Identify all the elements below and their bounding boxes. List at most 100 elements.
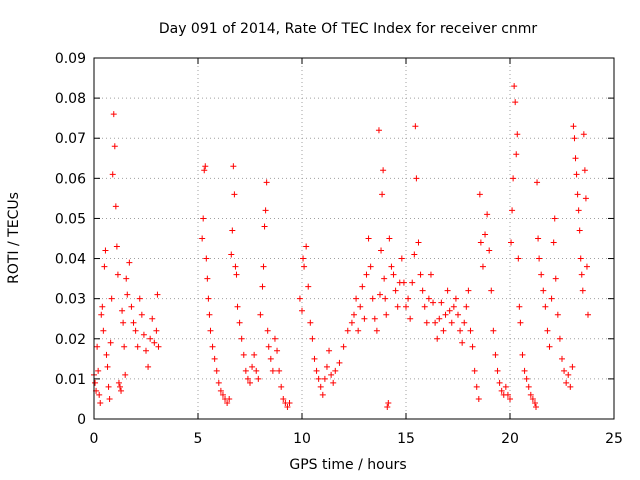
data-point bbox=[575, 207, 582, 214]
data-point bbox=[373, 327, 380, 334]
data-point bbox=[247, 379, 253, 386]
data-point bbox=[580, 131, 587, 138]
data-point bbox=[511, 83, 518, 90]
data-point bbox=[403, 303, 409, 310]
data-point bbox=[490, 327, 497, 334]
data-point bbox=[106, 395, 113, 402]
y-tick-labels: 0 0.01 0.02 0.03 0.04 0.05 0.06 0.07 0.08 0.09 bbox=[55, 51, 86, 428]
data-point bbox=[128, 303, 135, 310]
data-point bbox=[510, 175, 517, 182]
data-point bbox=[154, 291, 161, 298]
data-point bbox=[328, 371, 335, 378]
data-point bbox=[504, 391, 511, 398]
data-point bbox=[369, 295, 376, 302]
data-point bbox=[573, 171, 580, 178]
data-point bbox=[582, 195, 589, 202]
data-point bbox=[232, 263, 239, 270]
data-point bbox=[209, 343, 216, 350]
data-point bbox=[461, 319, 468, 326]
data-point bbox=[230, 163, 237, 170]
data-point bbox=[533, 403, 539, 410]
data-point bbox=[386, 235, 393, 242]
data-point bbox=[117, 383, 123, 390]
data-point bbox=[105, 383, 112, 390]
data-point bbox=[430, 299, 437, 306]
data-point bbox=[264, 327, 271, 334]
data-point bbox=[496, 379, 503, 386]
data-point bbox=[140, 331, 147, 338]
data-point bbox=[118, 387, 125, 394]
x-tick-label: 10 bbox=[293, 431, 311, 447]
data-point bbox=[332, 367, 339, 374]
data-point bbox=[367, 263, 374, 270]
data-point bbox=[482, 231, 489, 238]
data-point bbox=[571, 135, 578, 142]
data-point bbox=[260, 263, 267, 270]
data-point bbox=[405, 295, 412, 302]
data-points bbox=[91, 83, 591, 410]
data-point bbox=[262, 207, 269, 214]
data-point bbox=[274, 347, 281, 354]
data-point bbox=[267, 355, 274, 362]
data-point bbox=[107, 339, 114, 346]
data-point bbox=[330, 379, 337, 386]
data-point bbox=[253, 367, 260, 374]
data-point bbox=[469, 343, 476, 350]
data-point bbox=[548, 295, 555, 302]
data-point bbox=[471, 367, 478, 374]
data-point bbox=[379, 191, 386, 198]
data-point bbox=[382, 295, 389, 302]
data-point bbox=[400, 279, 407, 286]
data-point bbox=[153, 327, 160, 334]
data-point bbox=[132, 327, 139, 334]
data-point bbox=[486, 247, 493, 254]
data-point bbox=[234, 303, 241, 310]
data-point bbox=[475, 395, 482, 402]
data-point bbox=[377, 291, 383, 298]
data-point bbox=[219, 391, 226, 398]
data-point bbox=[413, 175, 420, 182]
data-point bbox=[538, 271, 545, 278]
data-point bbox=[305, 283, 312, 290]
data-point bbox=[572, 155, 579, 162]
y-tick-label: 0.08 bbox=[55, 91, 86, 107]
data-point bbox=[94, 343, 101, 350]
data-point bbox=[319, 391, 326, 398]
data-point bbox=[263, 179, 270, 186]
data-point bbox=[425, 295, 432, 302]
x-tick-labels: 0 5 10 15 20 25 bbox=[90, 431, 623, 447]
data-point bbox=[546, 343, 553, 350]
data-point bbox=[427, 271, 434, 278]
data-point bbox=[542, 303, 549, 310]
data-point bbox=[123, 275, 130, 282]
data-point bbox=[479, 263, 486, 270]
data-point bbox=[535, 235, 542, 242]
data-point bbox=[574, 191, 581, 198]
data-point bbox=[388, 263, 395, 270]
data-point bbox=[552, 275, 559, 282]
data-point bbox=[523, 375, 530, 382]
data-point bbox=[514, 131, 521, 138]
data-point bbox=[228, 251, 235, 258]
data-point bbox=[257, 311, 264, 318]
data-point bbox=[473, 383, 480, 390]
data-point bbox=[521, 367, 528, 374]
y-tick-label: 0.04 bbox=[55, 252, 86, 268]
data-point bbox=[104, 363, 111, 370]
data-point bbox=[226, 395, 233, 402]
data-point bbox=[242, 367, 249, 374]
data-point bbox=[563, 379, 570, 386]
data-point bbox=[444, 287, 451, 294]
data-point bbox=[519, 351, 526, 358]
data-point bbox=[126, 259, 133, 266]
data-point bbox=[355, 327, 362, 334]
data-point bbox=[467, 327, 474, 334]
data-point bbox=[224, 399, 231, 406]
data-point bbox=[527, 391, 534, 398]
data-point bbox=[110, 111, 117, 118]
data-point bbox=[455, 311, 461, 318]
data-point bbox=[238, 335, 245, 342]
data-point bbox=[361, 315, 368, 322]
data-point bbox=[540, 287, 547, 294]
